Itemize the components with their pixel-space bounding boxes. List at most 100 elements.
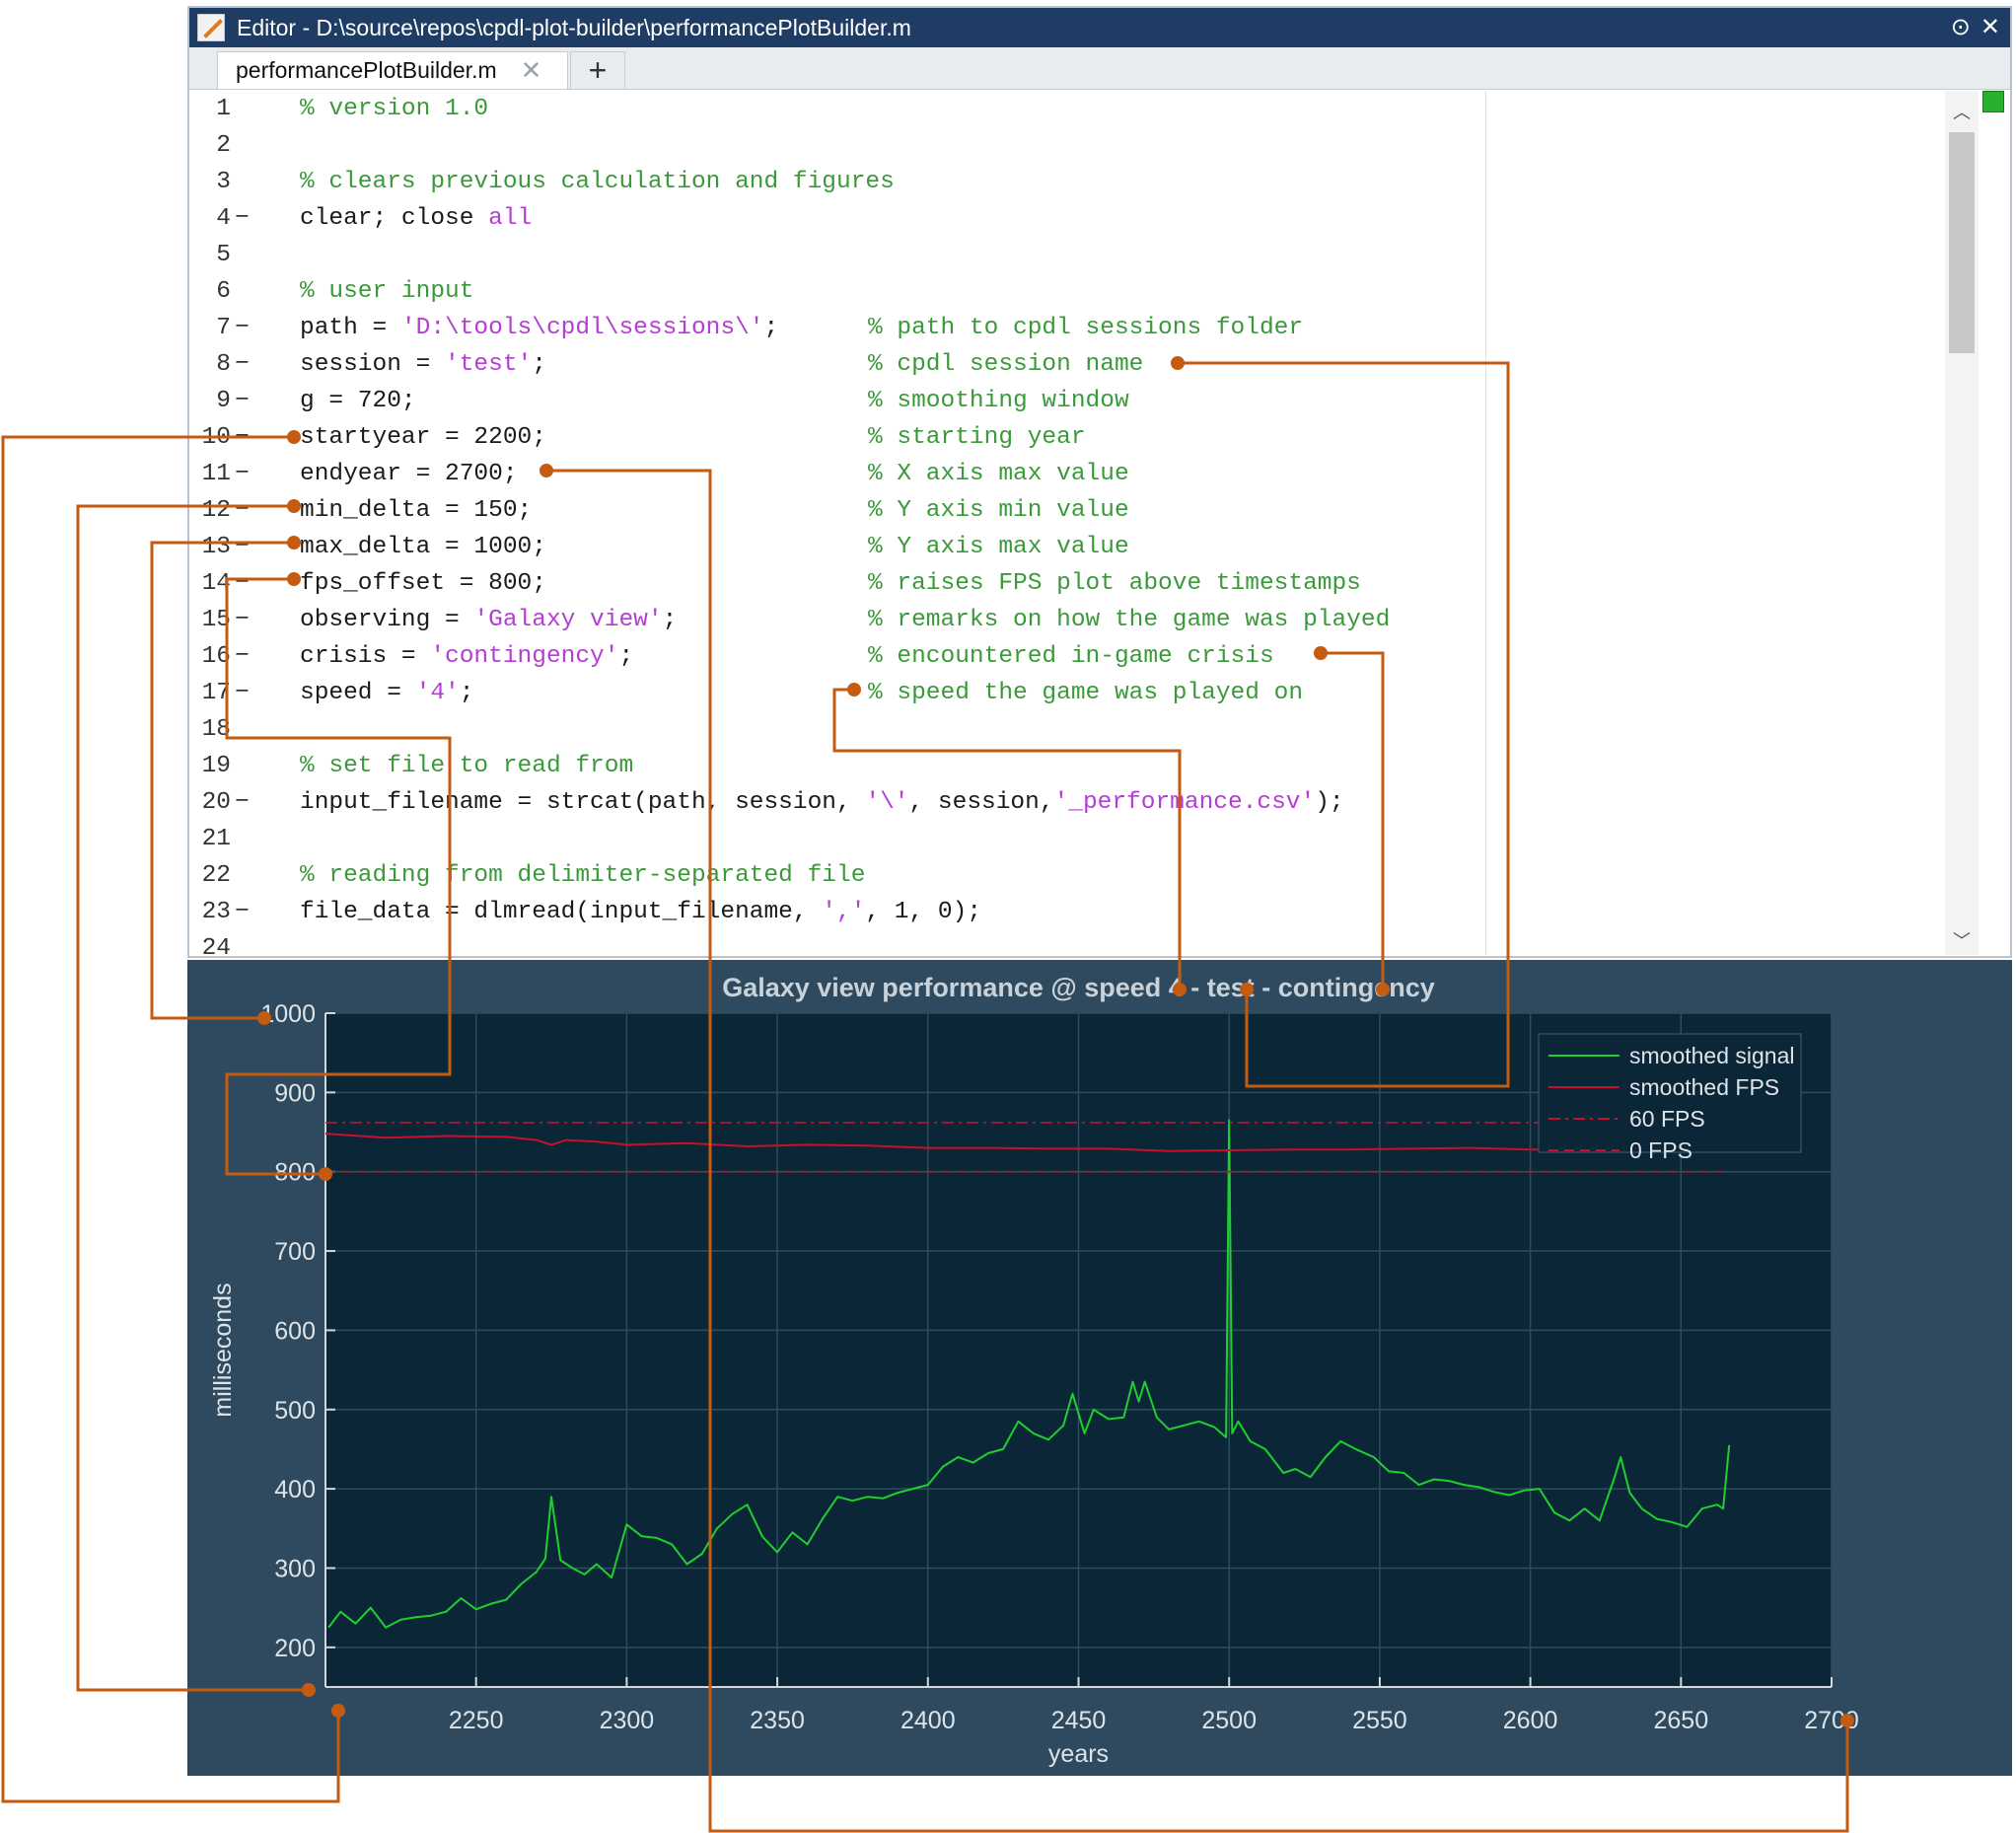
code-text: min_delta = 150; <box>300 497 533 524</box>
x-tick-label: 2250 <box>449 1707 504 1734</box>
code-line-15[interactable]: 15− observing = 'Galaxy view'; % remarks o… <box>189 602 1945 638</box>
line-number: 11 <box>201 461 231 487</box>
breakpoint-marker[interactable]: − <box>235 424 250 451</box>
scroll-up-icon[interactable]: ︿ <box>1953 103 1971 122</box>
inline-comment: % speed the game was played on <box>868 680 1304 706</box>
code-area[interactable]: 1 % version 1.0 2 3% clears previous calcul… <box>189 91 1945 955</box>
line-number: 12 <box>201 497 231 524</box>
legend-entry: smoothed FPS <box>1629 1074 1779 1100</box>
legend-entry: 0 FPS <box>1629 1137 1692 1163</box>
code-line-14[interactable]: 14− fps_offset = 800; % raises FPS plot ab… <box>189 565 1945 602</box>
code-text: max_delta = 1000; <box>300 534 546 560</box>
breakpoint-marker[interactable]: − <box>235 205 250 232</box>
line-number: 5 <box>216 242 231 268</box>
tab-performance-plot-builder[interactable]: performancePlotBuilder.m ✕ <box>217 51 568 89</box>
breakpoint-marker[interactable]: − <box>235 534 250 560</box>
breakpoint-marker[interactable]: − <box>235 497 250 524</box>
x-tick-label: 2450 <box>1051 1707 1107 1734</box>
breakpoint-marker[interactable]: − <box>235 607 250 633</box>
line-number: 10 <box>201 424 231 451</box>
code-line-5[interactable]: 5 <box>189 237 1945 273</box>
code-text: observing = 'Galaxy view'; <box>300 607 678 633</box>
editor-title-bar: Editor - D:\source\repos\cpdl-plot-build… <box>189 8 2010 47</box>
x-tick-label: 2650 <box>1653 1707 1708 1734</box>
vertical-scrollbar[interactable]: ︿ ﹀ <box>1945 91 1979 955</box>
code-line-12[interactable]: 12− min_delta = 150; % Y axis min value <box>189 492 1945 529</box>
y-tick-label: 200 <box>274 1635 316 1662</box>
code-line-20[interactable]: 20− input_filename = strcat(path, session… <box>189 784 1945 821</box>
line-number: 20 <box>201 789 231 816</box>
inline-comment: % remarks on how the game was played <box>868 607 1391 633</box>
breakpoint-marker[interactable]: − <box>235 461 250 487</box>
chart-title: Galaxy view performance @ speed 4 - test… <box>722 973 1435 1002</box>
code-line-22[interactable]: 22 % reading from delimiter-separated fil… <box>189 857 1945 894</box>
inline-comment: % smoothing window <box>868 388 1129 414</box>
code-text: % set file to read from <box>300 753 634 779</box>
code-line-11[interactable]: 11− endyear = 2700; % X axis max value <box>189 456 1945 492</box>
code-line-23[interactable]: 23− file_data = dlmread(input_filename, '… <box>189 894 1945 930</box>
line-number: 18 <box>201 716 231 743</box>
legend-entry: 60 FPS <box>1629 1106 1705 1132</box>
y-tick-label: 1000 <box>260 1000 316 1028</box>
line-number: 13 <box>201 534 231 560</box>
code-line-9[interactable]: 9− g = 720; % smoothing window <box>189 383 1945 419</box>
code-line-6[interactable]: 6 % user input <box>189 273 1945 310</box>
line-number: 19 <box>201 753 231 779</box>
code-line-7[interactable]: 7− path = 'D:\tools\cpdl\sessions\'; % pat… <box>189 310 1945 346</box>
scroll-thumb[interactable] <box>1949 132 1975 353</box>
breakpoint-marker[interactable]: − <box>235 643 250 670</box>
code-line-18[interactable]: 18 <box>189 711 1945 748</box>
breakpoint-marker[interactable]: − <box>235 680 250 706</box>
breakpoint-marker[interactable]: − <box>235 351 250 378</box>
code-line-8[interactable]: 8− session = 'test'; % cpdl session name <box>189 346 1945 383</box>
breakpoint-marker[interactable]: − <box>235 899 250 925</box>
code-line-3[interactable]: 3 % clears previous calculation and figur… <box>189 164 1945 200</box>
inline-comment: % Y axis min value <box>868 497 1129 524</box>
code-line-24[interactable]: 24 <box>189 930 1945 955</box>
code-line-2[interactable]: 2 <box>189 127 1945 164</box>
code-line-10[interactable]: 10− startyear = 2200; % starting year <box>189 419 1945 456</box>
line-number: 1 <box>216 96 231 122</box>
inline-comment: % cpdl session name <box>868 351 1144 378</box>
breakpoint-marker[interactable]: − <box>235 789 250 816</box>
code-text: fps_offset = 800; <box>300 570 546 597</box>
code-text: startyear = 2200; <box>300 424 546 451</box>
inline-comment: % encountered in-game crisis <box>868 643 1274 670</box>
scroll-down-icon[interactable]: ﹀ <box>1953 931 1971 951</box>
code-line-17[interactable]: 17− speed = '4'; % speed the game was play… <box>189 675 1945 711</box>
y-tick-label: 300 <box>274 1555 316 1582</box>
code-line-16[interactable]: 16− crisis = 'contingency'; % encountered … <box>189 638 1945 675</box>
line-number: 2 <box>216 132 231 159</box>
y-tick-label: 400 <box>274 1476 316 1503</box>
code-analyzer-status-icon[interactable] <box>1982 91 2004 112</box>
inline-comment: % Y axis max value <box>868 534 1129 560</box>
line-number: 24 <box>201 935 231 955</box>
y-tick-label: 700 <box>274 1238 316 1266</box>
new-tab-button[interactable]: + <box>570 51 625 89</box>
code-text: file_data = dlmread(input_filename, ',',… <box>300 899 982 925</box>
code-line-19[interactable]: 19 % set file to read from <box>189 748 1945 784</box>
code-line-13[interactable]: 13− max_delta = 1000; % Y axis max value <box>189 529 1945 565</box>
code-text: % user input <box>300 278 474 305</box>
code-text: % clears previous calculation and figure… <box>300 169 895 195</box>
inline-comment: % X axis max value <box>868 461 1129 487</box>
code-line-1[interactable]: 1 % version 1.0 <box>189 91 1945 127</box>
code-text: % version 1.0 <box>300 96 489 122</box>
y-tick-label: 800 <box>274 1159 316 1187</box>
editor-window: Editor - D:\source\repos\cpdl-plot-build… <box>187 6 2012 958</box>
breakpoint-marker[interactable]: − <box>235 570 250 597</box>
tab-close-icon[interactable]: ✕ <box>520 55 542 85</box>
code-line-4[interactable]: 4− clear; close all <box>189 200 1945 237</box>
line-number: 16 <box>201 643 231 670</box>
editor-actions-menu-icon[interactable]: ⊙ <box>1950 14 1971 40</box>
y-tick-label: 900 <box>274 1079 316 1107</box>
line-number: 6 <box>216 278 231 305</box>
close-editor-icon[interactable]: ✕ <box>1980 14 2000 40</box>
editor-tab-bar: performancePlotBuilder.m ✕ + <box>189 47 2010 90</box>
breakpoint-marker[interactable]: − <box>235 315 250 341</box>
breakpoint-marker[interactable]: − <box>235 388 250 414</box>
code-line-21[interactable]: 21 <box>189 821 1945 857</box>
matlab-editor-icon <box>197 14 225 41</box>
inline-comment: % starting year <box>868 424 1086 451</box>
inline-comment: % path to cpdl sessions folder <box>868 315 1304 341</box>
